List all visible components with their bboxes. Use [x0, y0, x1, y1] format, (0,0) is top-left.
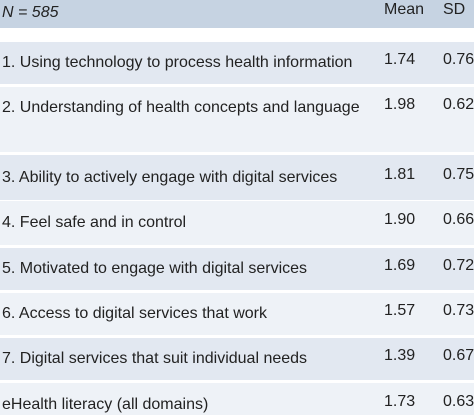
sd-value: 0.72 — [443, 257, 474, 274]
mean-value: 1.73 — [384, 393, 416, 410]
sd-value: 0.66 — [443, 211, 474, 228]
mean-value: 1.69 — [384, 257, 416, 274]
row-label: 6. Access to digital services that work — [2, 305, 267, 322]
mean-value: Mean — [384, 1, 425, 18]
row-label: 1. Using technology to process health in… — [2, 54, 353, 71]
table-row: 7. Digital services that suit individual… — [0, 338, 474, 380]
mean-value: 1.74 — [384, 51, 416, 68]
row-label: 3. Ability to actively engage with digit… — [2, 169, 338, 186]
mean-value: 1.57 — [384, 302, 416, 319]
sd-value: 0.67 — [443, 347, 474, 364]
sd-value: 0.73 — [443, 302, 474, 319]
mean-value: 1.81 — [384, 166, 416, 183]
table-row: eHealth literacy (all domains) 1.73 0.63 — [0, 383, 474, 415]
row-label: eHealth literacy (all domains) — [2, 396, 209, 413]
table-row: 5. Motivated to engage with digital serv… — [0, 248, 474, 290]
header-row: N = 585 Mean SD — [0, 0, 474, 28]
sd-value: 0.63 — [443, 393, 474, 410]
mean-value: 1.39 — [384, 347, 416, 364]
table-row: 4. Feel safe and in control 1.90 0.66 — [0, 201, 474, 245]
row-label: 4. Feel safe and in control — [2, 214, 187, 231]
table-row: 6. Access to digital services that work 1… — [0, 293, 474, 335]
row-label: 5. Motivated to engage with digital serv… — [2, 260, 308, 277]
table-row: 2. Understanding of health concepts and … — [0, 87, 474, 152]
sd-value: 0.76 — [443, 51, 474, 68]
sd-value: SD — [443, 1, 466, 18]
mean-value: 1.98 — [384, 96, 416, 113]
sd-value: 0.62 — [443, 96, 474, 113]
row-label: N = 585 — [2, 4, 59, 21]
table-row: 3. Ability to actively engage with digit… — [0, 155, 474, 200]
mean-value: 1.90 — [384, 211, 416, 228]
sd-value: 0.75 — [443, 166, 474, 183]
row-label: 2. Understanding of health concepts and … — [2, 99, 360, 116]
row-label: 7. Digital services that suit individual… — [2, 350, 308, 367]
table-row: 1. Using technology to process health in… — [0, 42, 474, 84]
